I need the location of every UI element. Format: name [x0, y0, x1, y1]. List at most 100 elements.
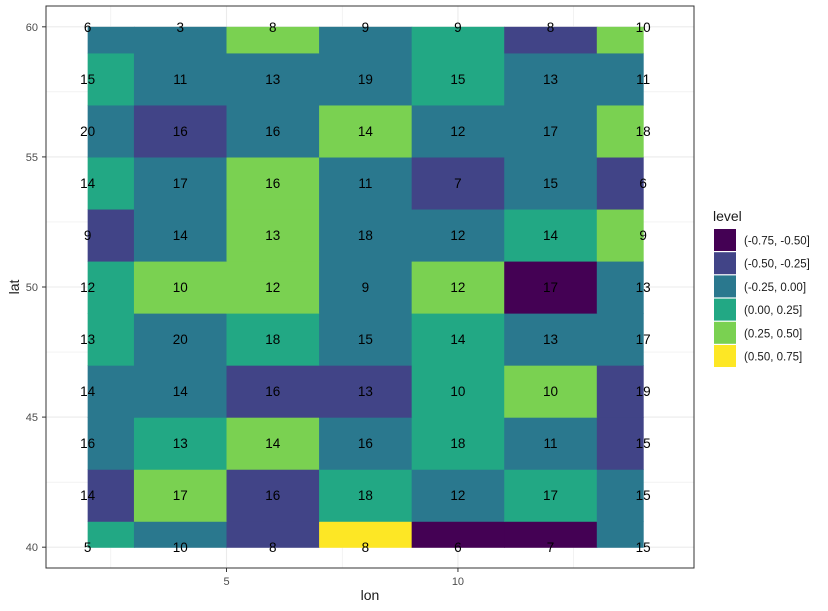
value-label: 14 [173, 228, 189, 243]
contour-cell [411, 156, 505, 210]
x-axis-title: lon [361, 587, 380, 603]
contour-cell [319, 469, 413, 522]
contour-cell [596, 156, 644, 210]
contour-cell [596, 417, 644, 470]
value-label: 13 [636, 280, 651, 295]
contour-cell [411, 521, 505, 548]
value-label: 17 [173, 176, 188, 191]
contour-cell [226, 313, 320, 366]
value-label: 10 [450, 384, 465, 399]
contour-cell [504, 104, 598, 158]
contour-cell [319, 417, 413, 470]
value-label: 10 [173, 540, 188, 555]
contour-cell [596, 469, 644, 522]
value-label: 7 [454, 176, 462, 191]
legend-key-swatch [714, 252, 736, 275]
value-label: 7 [547, 540, 555, 555]
contour-cell [411, 469, 505, 522]
y-tick-label: 50 [26, 282, 38, 294]
x-tick-label: 10 [452, 576, 464, 588]
value-label: 9 [639, 228, 647, 243]
value-label: 20 [173, 332, 188, 347]
contour-cell [319, 208, 413, 262]
value-label: 9 [362, 20, 370, 35]
value-label: 14 [450, 332, 466, 347]
value-label: 17 [543, 488, 558, 503]
value-label: 13 [543, 332, 558, 347]
contour-cell [596, 52, 644, 106]
value-label: 13 [80, 332, 95, 347]
contour-cell [87, 104, 135, 158]
value-label: 5 [84, 540, 92, 555]
value-label: 12 [450, 124, 465, 139]
contour-cell [133, 260, 228, 314]
contour-cell [133, 104, 228, 158]
value-label: 14 [173, 384, 189, 399]
value-label: 11 [544, 436, 558, 451]
value-label: 13 [265, 228, 280, 243]
value-label: 12 [265, 280, 280, 295]
contour-cell [226, 104, 320, 158]
contour-cell [87, 313, 135, 366]
y-tick-label: 60 [26, 22, 38, 34]
contour-cell [87, 469, 135, 522]
value-label: 11 [358, 176, 372, 191]
contour-cell [504, 260, 598, 314]
value-label: 11 [173, 72, 187, 87]
contour-cell [411, 260, 505, 314]
legend-key-label: (0.25, 0.50] [744, 328, 802, 340]
value-label: 17 [636, 332, 651, 347]
contour-cell [133, 417, 228, 470]
value-label: 14 [543, 228, 559, 243]
contour-cell [596, 26, 644, 54]
contour-cell [504, 156, 598, 210]
contour-cell [504, 52, 598, 106]
value-label: 14 [80, 384, 96, 399]
value-label: 15 [543, 176, 558, 191]
value-label: 12 [450, 228, 465, 243]
value-label: 6 [454, 540, 462, 555]
contour-cell [319, 365, 413, 418]
contour-cell [504, 26, 598, 54]
value-label: 19 [636, 384, 651, 399]
value-label: 18 [265, 332, 280, 347]
value-label: 9 [362, 280, 370, 295]
contour-cell [87, 417, 135, 470]
contour-cell [226, 52, 320, 106]
contour-cell [504, 469, 598, 522]
contour-fill-layer [87, 26, 644, 548]
value-label: 15 [636, 540, 651, 555]
contour-cell [411, 313, 505, 366]
value-label: 6 [639, 176, 647, 191]
contour-cell [133, 52, 228, 106]
legend-key-label: (-0.50, -0.25] [744, 259, 810, 271]
legend-key-swatch [714, 321, 736, 344]
contour-cell [226, 208, 320, 262]
contour-cell [319, 313, 413, 366]
contour-cell [226, 521, 320, 548]
contour-cell [87, 156, 135, 210]
contour-cell [504, 313, 598, 366]
contour-cell [411, 417, 505, 470]
contour-cell [504, 521, 598, 548]
contour-cell [596, 208, 644, 262]
contour-cell [319, 104, 413, 158]
contour-cell [319, 260, 413, 314]
value-label: 18 [636, 124, 651, 139]
legend-key-swatch [714, 229, 736, 251]
legend-key-swatch [714, 275, 736, 298]
legend-key-swatch [714, 345, 736, 367]
contour-cell [504, 417, 598, 470]
value-label: 16 [358, 436, 373, 451]
contour-cell [87, 365, 135, 418]
value-label: 8 [269, 20, 277, 35]
contour-cell [226, 417, 320, 470]
contour-cell [133, 208, 228, 262]
contour-cell [226, 469, 320, 522]
contour-cell [226, 26, 320, 54]
value-label: 17 [173, 488, 188, 503]
legend-key-label: (0.50, 0.75] [744, 352, 802, 364]
y-axis-title: lat [6, 280, 22, 295]
value-label: 8 [269, 540, 277, 555]
